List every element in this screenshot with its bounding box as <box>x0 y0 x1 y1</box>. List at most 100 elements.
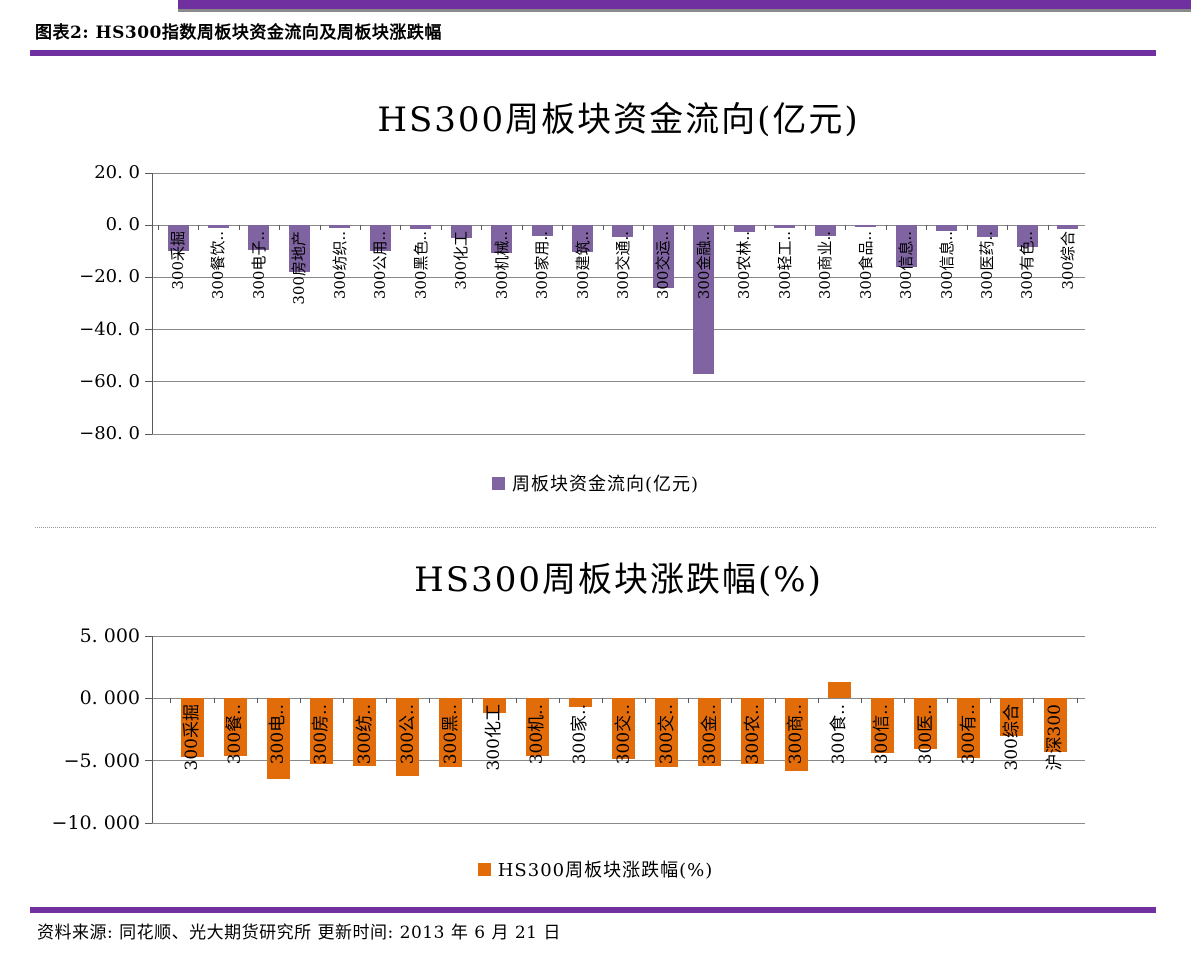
category-tick <box>764 225 766 231</box>
bar <box>288 225 310 273</box>
gridline <box>152 760 1085 762</box>
y-axis-tick <box>145 224 152 226</box>
bar <box>914 698 938 750</box>
y-axis-tick <box>145 381 152 383</box>
category-label: 300黑.. <box>440 704 461 765</box>
y-axis-tick-label: 0. 000 <box>79 687 140 710</box>
bar <box>491 225 513 253</box>
category-label: 300公.. <box>397 704 418 765</box>
y-axis-tick-label: −20. 0 <box>79 266 140 288</box>
bar <box>410 225 432 230</box>
bar <box>1043 698 1067 752</box>
category-tick <box>602 225 604 231</box>
category-tick <box>157 225 159 231</box>
category-label: 300房.. <box>311 704 332 765</box>
y-axis-tick <box>145 433 152 435</box>
y-axis-tick-label: −80. 0 <box>79 423 140 444</box>
bar <box>774 225 796 228</box>
category-tick <box>1033 698 1035 704</box>
category-tick <box>966 225 968 231</box>
bar <box>223 698 247 756</box>
category-tick <box>683 225 685 231</box>
category-label: 300家用.. <box>533 231 552 300</box>
category-label: 300交通.. <box>613 231 632 300</box>
category-tick <box>774 698 776 704</box>
category-tick <box>238 225 240 231</box>
flow-chart-legend-label: 周板块资金流向(亿元) <box>511 474 700 495</box>
y-axis-line <box>152 636 153 823</box>
category-tick <box>279 225 281 231</box>
category-label: 300医药.. <box>978 231 996 300</box>
category-tick <box>724 225 726 231</box>
category-label: 300交.. <box>656 704 677 765</box>
category-label: 300金.. <box>699 704 720 765</box>
bar <box>568 698 592 708</box>
category-tick <box>601 698 603 704</box>
category-tick <box>558 698 560 704</box>
category-label: 300食品.. <box>856 231 875 300</box>
category-label: 300有色.. <box>1018 231 1037 300</box>
category-label: 300电子.. <box>249 231 268 300</box>
gridline <box>152 381 1085 383</box>
category-label: 300商.. <box>786 704 807 765</box>
category-tick <box>1007 225 1009 231</box>
category-tick <box>817 698 819 704</box>
bar <box>936 225 958 232</box>
bar <box>1016 225 1038 248</box>
y-axis-tick <box>145 822 152 824</box>
gridline <box>152 276 1085 278</box>
y-axis-tick <box>145 329 152 331</box>
category-label: 300公用.. <box>371 231 390 300</box>
bar <box>895 225 917 267</box>
category-tick <box>360 225 362 231</box>
bar <box>1057 225 1079 229</box>
category-tick <box>299 698 301 704</box>
category-tick <box>804 225 806 231</box>
bar <box>855 225 877 227</box>
category-tick <box>256 698 258 704</box>
category-label: 300有.. <box>958 704 979 765</box>
flow-chart-plot: 20. 0 0. 0 −20. 0 −40. 0 −60. 0 −80. 0 300采掘 30… <box>79 162 1085 444</box>
category-label: 300餐.. <box>225 704 246 765</box>
y-axis-line <box>152 173 153 434</box>
category-tick <box>198 225 200 231</box>
category-tick <box>515 698 517 704</box>
category-label: 300商业.. <box>816 231 835 300</box>
category-label: 300综合 <box>1001 704 1022 771</box>
bar <box>655 698 679 767</box>
bar <box>248 225 270 250</box>
bar <box>482 698 506 714</box>
category-label: 300食.. <box>829 704 850 765</box>
category-label: 300信息.. <box>897 231 916 300</box>
category-tick <box>213 698 215 704</box>
category-label: 300黑色.. <box>411 231 430 300</box>
y-axis-tick <box>145 697 152 699</box>
category-label: 300化工 <box>452 231 471 290</box>
category-label: 300纺.. <box>354 704 375 765</box>
category-tick <box>319 225 321 231</box>
bar <box>309 698 333 765</box>
category-label: 300农林.. <box>735 231 754 300</box>
flow-chart-legend: 周板块资金流向(亿元) <box>0 470 1191 496</box>
category-tick <box>645 698 647 704</box>
y-axis-tick <box>145 276 152 278</box>
category-tick <box>885 225 887 231</box>
category-label: 300建筑.. <box>573 231 592 300</box>
y-axis-tick-label: 0. 0 <box>105 214 140 236</box>
category-tick <box>400 225 402 231</box>
category-tick <box>688 698 690 704</box>
bar <box>698 698 722 766</box>
bar <box>957 698 981 759</box>
category-tick <box>481 225 483 231</box>
y-axis-tick-label: −10. 000 <box>51 812 140 834</box>
y-axis-tick <box>145 635 152 637</box>
change-chart-legend-label: HS300周板块涨跌幅(%) <box>497 860 714 881</box>
category-tick <box>845 225 847 231</box>
category-label: 300采掘 <box>182 704 202 771</box>
bar <box>180 698 204 757</box>
change-chart-title: HS300周板块涨跌幅(%) <box>414 560 823 600</box>
category-tick <box>926 225 928 231</box>
header-top-band-shadow <box>178 9 1191 12</box>
bar <box>733 225 755 232</box>
category-label: 300电.. <box>268 704 289 765</box>
